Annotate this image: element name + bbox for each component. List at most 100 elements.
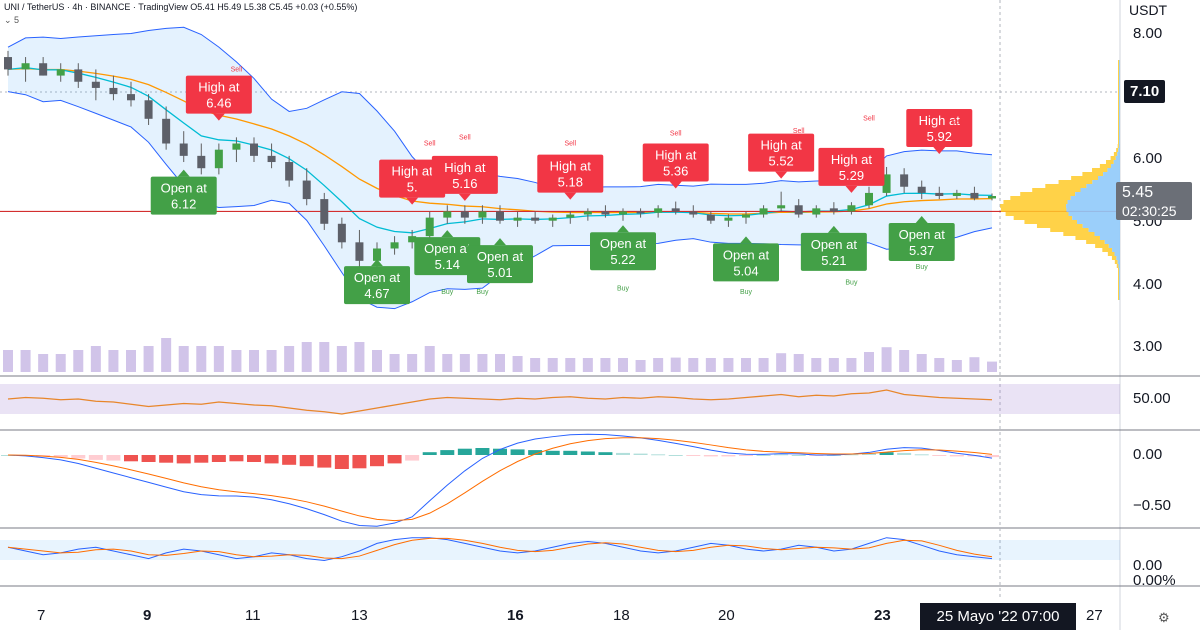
volume-profile-bar <box>1118 60 1120 64</box>
x-tick: 7 <box>37 607 46 624</box>
volume-profile-bar <box>1118 124 1120 128</box>
open-marker[interactable]: Open at4.67 <box>344 259 410 305</box>
macd-histogram-bar <box>352 455 367 469</box>
volume-profile-bar <box>1110 156 1116 160</box>
volume-profile-bar <box>1082 172 1104 176</box>
candle-body <box>267 155 276 163</box>
stoch-band <box>0 540 1120 560</box>
macd-histogram-bar <box>124 455 138 462</box>
indicator-row[interactable]: ⌄ 5 <box>4 15 20 25</box>
stoch-tick: 0.00 <box>1133 557 1163 574</box>
macd-histogram-bar <box>580 451 595 455</box>
settings-gear-icon[interactable]: ⚙ <box>1158 610 1170 625</box>
volume-profile-bar <box>1092 180 1120 184</box>
volume-bar <box>372 350 382 372</box>
volume-profile-bar <box>1118 80 1120 84</box>
volume-profile-bar <box>1119 112 1120 116</box>
volume-profile-bar <box>1066 204 1120 208</box>
open-marker[interactable]: Open at6.12 <box>150 169 217 215</box>
marker-label: High at <box>444 160 486 175</box>
rsi-band <box>0 384 1120 414</box>
volume-profile-bar <box>1119 68 1120 72</box>
marker-pointer <box>441 230 454 238</box>
candle-body <box>759 208 768 215</box>
marker-box <box>906 108 973 147</box>
open-marker[interactable]: Open at5.04 <box>713 236 779 282</box>
marker-pointer <box>933 146 946 154</box>
high-marker[interactable]: High at5.52 <box>748 133 815 179</box>
marker-label: Open at <box>354 270 401 285</box>
macd-histogram-bar <box>493 448 507 455</box>
volume-bar <box>758 358 769 372</box>
price-tick: 6.00 <box>1133 150 1163 167</box>
currency-label[interactable]: USDT <box>1129 2 1168 18</box>
high-marker[interactable]: High at5.29 <box>818 147 885 193</box>
marker-label: High at <box>655 148 697 163</box>
volume-profile-bar <box>1119 100 1120 104</box>
symbol-label[interactable]: UNI / TetherUS <box>4 2 65 12</box>
volume-bar <box>899 350 910 372</box>
volume-bar <box>600 358 611 372</box>
macd-histogram-bar <box>791 455 806 456</box>
high-marker[interactable]: High at5.36 <box>642 143 709 189</box>
volume-profile-bar <box>1118 292 1120 296</box>
candle-body <box>882 174 891 193</box>
open-marker[interactable]: Open at5.21 <box>800 225 867 271</box>
macd-histogram-bar <box>282 455 297 465</box>
macd-histogram-bar <box>703 455 718 457</box>
marker-label: 5.04 <box>733 263 758 278</box>
open-marker[interactable]: Open at5.37 <box>888 215 955 261</box>
last-price-value: 5.45 <box>1122 184 1154 201</box>
macd-histogram-bar <box>633 453 648 455</box>
volume-profile-bar <box>1118 76 1120 80</box>
open-marker[interactable]: Open at5.22 <box>590 225 656 271</box>
marker-box <box>818 147 885 186</box>
volume-bar <box>741 358 751 372</box>
interval-label[interactable]: 4h <box>72 2 83 12</box>
high-marker[interactable]: High at6.46 <box>185 75 252 121</box>
volume-profile-bar <box>1000 208 1067 212</box>
volume-profile-bar <box>1118 284 1120 288</box>
volume-profile-bar <box>1119 296 1120 300</box>
candle-body <box>460 211 469 218</box>
candle-body <box>636 211 645 214</box>
open-marker[interactable]: Open at5.01 <box>467 238 533 284</box>
volume-profile-bar <box>1118 88 1120 92</box>
signal-label: Sell <box>564 140 576 147</box>
marker-box <box>431 155 498 194</box>
marker-box <box>185 75 252 114</box>
volume-profile-bar <box>1118 116 1120 120</box>
marker-box <box>467 245 533 284</box>
volume-profile-bar <box>1112 248 1120 252</box>
marker-label: 5.29 <box>839 168 864 183</box>
volume-bar <box>459 354 470 372</box>
volume-profile-bar <box>1118 268 1120 272</box>
macd-histogram-bar <box>844 454 859 456</box>
high-marker[interactable]: High at5.16 <box>431 155 498 201</box>
macd-histogram-bar <box>247 455 261 462</box>
bar-countdown: 02:30:25 <box>1122 203 1177 219</box>
x-tick: 16 <box>507 607 524 624</box>
candle-body <box>583 211 592 215</box>
volume-bar <box>90 346 101 372</box>
high-marker[interactable]: High at5. <box>379 159 446 205</box>
signal-label: Buy <box>617 286 630 293</box>
candle-body <box>355 242 364 261</box>
candle-body <box>127 94 135 101</box>
open-marker[interactable]: Open at5.14 <box>414 230 481 276</box>
macd-histogram-bar <box>563 450 578 455</box>
macd-histogram-bar <box>598 452 613 455</box>
volume-bar <box>319 342 330 372</box>
signal-label: Sell <box>863 116 875 123</box>
high-marker[interactable]: High at5.92 <box>906 108 973 154</box>
candle-body <box>214 149 223 169</box>
macd-histogram-bar <box>879 452 894 455</box>
volume-profile-bar <box>1072 216 1120 220</box>
volume-profile-bar <box>1118 140 1120 144</box>
volume-profile-bar <box>1080 188 1120 192</box>
high-marker[interactable]: High at5.18 <box>537 154 604 200</box>
volume-profile-bar <box>1086 240 1105 244</box>
ohlc-readout: O5.41 H5.49 L5.38 C5.45 +0.03 (+0.55%) <box>190 2 358 12</box>
x-tick: 11 <box>245 607 261 624</box>
